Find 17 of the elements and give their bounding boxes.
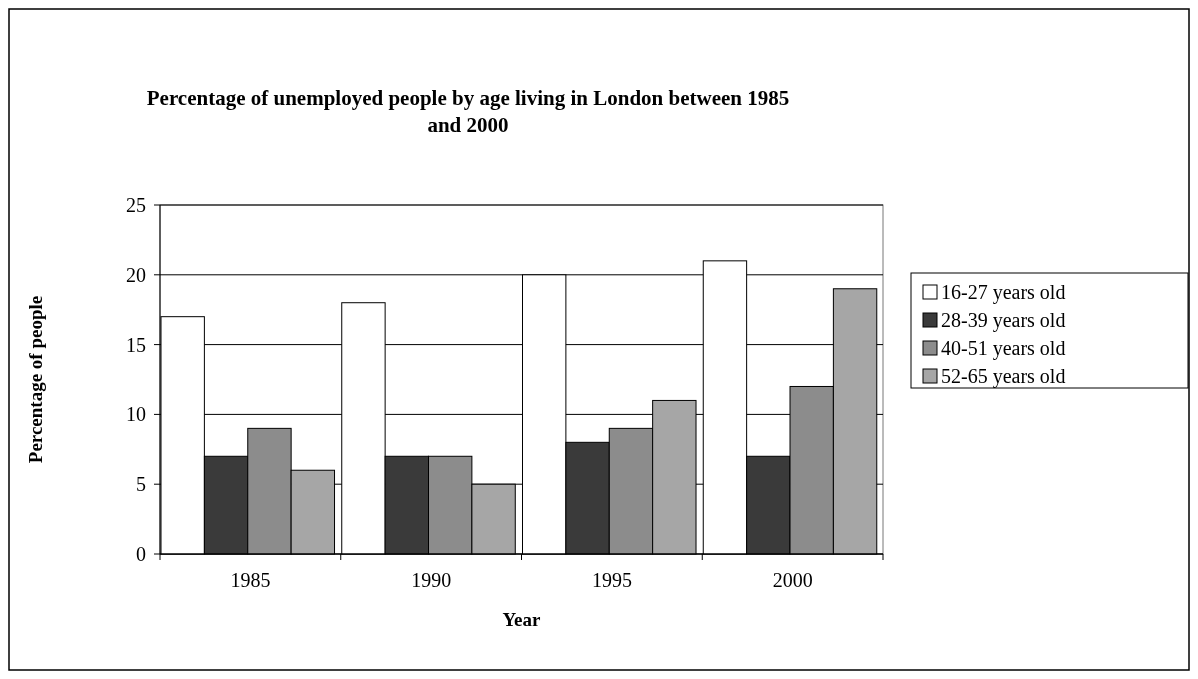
legend-label: 28-39 years old: [941, 309, 1066, 332]
y-tick-label: 25: [126, 194, 146, 216]
x-tick-label: 1995: [591, 569, 632, 591]
y-tick-label: 5: [136, 473, 146, 496]
x-tick-label: 2000: [772, 569, 813, 591]
x-tick-label: 1985: [230, 569, 271, 591]
y-tick-label: 10: [126, 403, 146, 426]
legend-label: 40-51 years old: [941, 337, 1066, 360]
legend-label: 52-65 years old: [941, 365, 1066, 388]
x-tick-label: 1990: [411, 569, 452, 591]
y-tick-label: 15: [126, 333, 146, 356]
y-tick-label: 0: [136, 543, 146, 565]
x-axis-title: Year: [502, 609, 542, 630]
chart-title: Percentage of unemployed people by age living in London between 1985 and 2000: [146, 86, 790, 137]
y-tick-label: 20: [126, 263, 146, 286]
y-axis-title: Percentage of people: [25, 295, 46, 464]
legend-label: 16-27 years old: [941, 281, 1066, 304]
